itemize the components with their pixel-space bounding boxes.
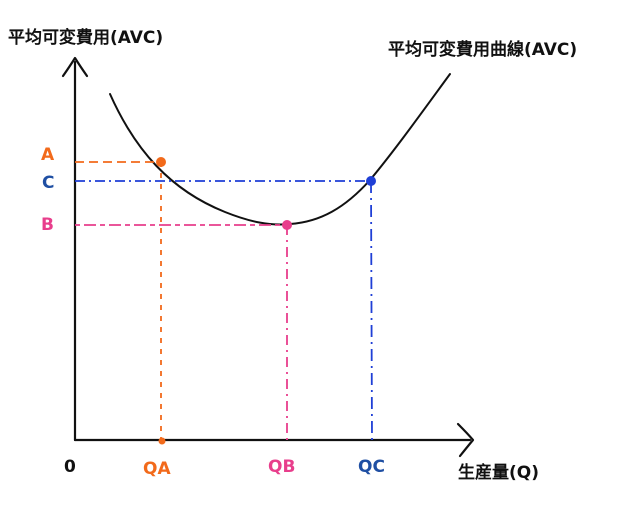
x-axis-title: 生産量(Q) (458, 462, 539, 483)
axes (61, 56, 475, 458)
y-label-B: B (41, 215, 54, 235)
point-B-marker (282, 220, 292, 230)
curve-title: 平均可変費用曲線(AVC) (388, 39, 577, 60)
point-B-guides (75, 224, 288, 440)
x-label-QA: QA (143, 459, 171, 479)
point-C-vertical-guide (370, 180, 373, 441)
y-label-C: C (42, 173, 54, 193)
x-label-QB: QB (268, 457, 295, 477)
avc-curve (109, 73, 451, 226)
point-C-guides (75, 180, 373, 441)
y-axis-arrowhead (61, 56, 89, 78)
point-A-marker (156, 157, 166, 167)
point-QA-tick (158, 437, 166, 445)
y-axis-title: 平均可変費用(AVC) (8, 27, 163, 48)
origin-label: 0 (64, 457, 76, 477)
point-A-guides (75, 161, 162, 440)
x-label-QC: QC (358, 457, 385, 477)
y-label-A: A (41, 145, 55, 165)
point-C-marker (366, 176, 376, 186)
x-axis-arrowhead (456, 422, 475, 458)
